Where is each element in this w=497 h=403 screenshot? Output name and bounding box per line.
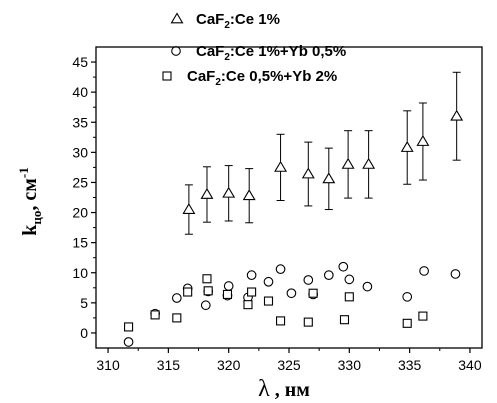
y-tick-label: 30 <box>72 144 88 160</box>
series-square <box>124 274 428 332</box>
series-triangle <box>182 71 464 235</box>
data-point <box>301 167 315 179</box>
x-tick-label: 340 <box>458 357 482 373</box>
data-point <box>246 270 257 281</box>
data-point <box>182 202 196 214</box>
data-point <box>203 286 213 296</box>
series-circle <box>123 261 461 347</box>
data-point <box>323 270 334 281</box>
data-point <box>308 288 318 298</box>
data-point <box>222 289 233 299</box>
plot-frame <box>95 46 483 349</box>
legend-label: CaF2:Ce 0,5%+Yb 2% <box>187 68 337 88</box>
y-tick-label: 15 <box>72 235 88 251</box>
data-point <box>263 276 274 287</box>
data-point <box>286 288 297 299</box>
data-point <box>362 281 373 292</box>
legend-marker-circle <box>171 46 181 56</box>
data-point <box>200 187 214 199</box>
x-tick-label: 330 <box>338 357 362 373</box>
data-point <box>274 160 288 172</box>
data-point <box>171 293 182 303</box>
data-point <box>275 264 286 274</box>
y-tick-label: 25 <box>72 174 88 190</box>
y-tick-label: 5 <box>80 295 88 311</box>
legend-label: CaF2:Ce 1%+Yb 0,5% <box>196 43 346 63</box>
data-point <box>183 287 193 297</box>
axis-ticks: 310 315 320 325 330 335 340 0 5 10 15 20 25 30 35 40 45 <box>72 54 481 373</box>
data-point <box>450 109 464 121</box>
y-tick-label: 10 <box>72 265 88 281</box>
legend-label: CaF2:Ce 1% <box>196 11 280 31</box>
data-point <box>263 296 274 306</box>
data-point <box>223 281 234 291</box>
data-marks <box>123 71 464 347</box>
y-tick-label: 35 <box>72 114 88 130</box>
data-point <box>400 140 414 152</box>
data-point <box>124 322 134 332</box>
data-point <box>416 134 430 146</box>
data-point <box>339 315 350 325</box>
data-point <box>362 157 376 169</box>
data-point <box>303 275 314 285</box>
data-point <box>303 317 313 327</box>
legend: CaF2:Ce 1% CaF2:Ce 1%+Yb 0,5% CaF2:Ce 0,5%… <box>162 11 346 88</box>
data-point <box>222 186 236 198</box>
data-point <box>402 291 413 302</box>
x-axis-label: λ , нм <box>258 376 310 402</box>
legend-marker-square <box>162 71 172 81</box>
data-point <box>242 189 256 201</box>
data-point <box>418 311 428 321</box>
data-point <box>402 318 412 328</box>
x-tick-label: 320 <box>217 357 241 373</box>
plot-frame-rect <box>95 46 483 349</box>
data-point <box>322 172 336 184</box>
data-point <box>344 274 355 285</box>
data-point <box>150 310 160 320</box>
data-point <box>344 292 354 302</box>
data-point <box>341 157 355 169</box>
data-point <box>247 287 257 297</box>
data-point <box>450 269 461 279</box>
x-tick-label: 310 <box>96 357 120 373</box>
y-tick-label: 40 <box>72 84 88 100</box>
data-point <box>172 313 182 323</box>
y-tick-label: 45 <box>72 54 88 70</box>
x-tick-label: 325 <box>277 357 301 373</box>
x-tick-label: 335 <box>398 357 422 373</box>
data-point <box>200 300 211 311</box>
data-point <box>276 316 286 326</box>
legend-marker-triangle <box>170 12 184 24</box>
data-point <box>123 337 134 347</box>
data-point <box>338 261 349 272</box>
y-axis-label: kцо, см-1 <box>16 167 44 235</box>
data-point <box>243 300 253 310</box>
y-tick-label: 0 <box>80 325 88 341</box>
data-point <box>419 266 429 276</box>
y-tick-label: 20 <box>72 205 88 221</box>
data-point <box>202 274 212 284</box>
x-tick-label: 315 <box>157 357 181 373</box>
